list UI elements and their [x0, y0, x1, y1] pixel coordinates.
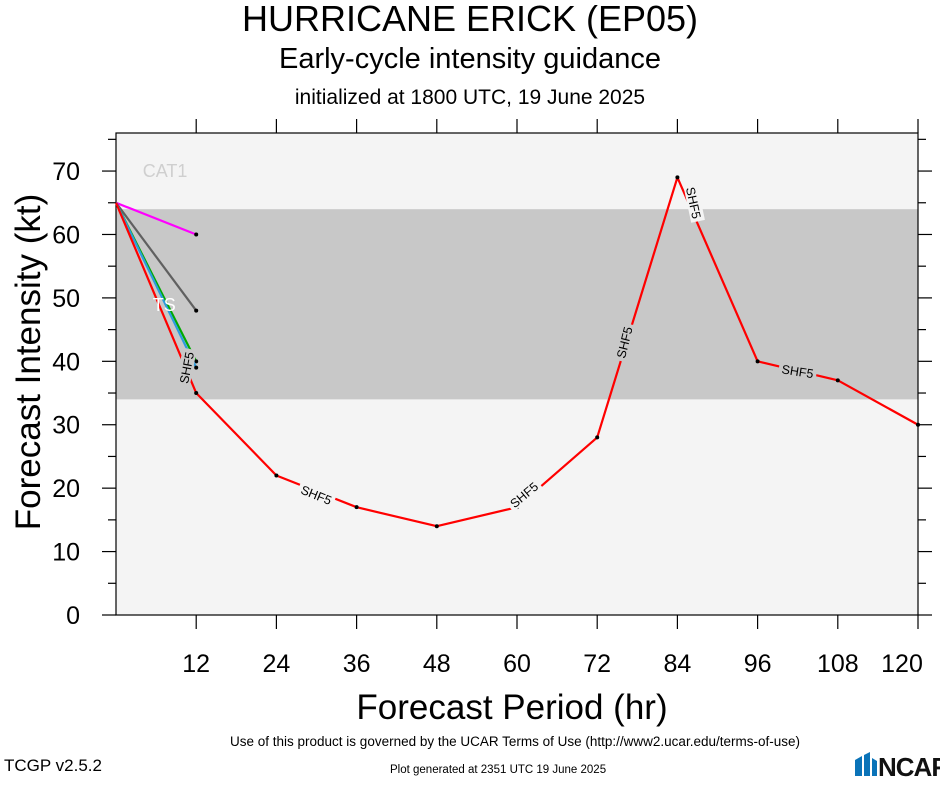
y-axis-label: Forecast Intensity (kt) — [9, 194, 48, 530]
chart-title: HURRICANE ERICK (EP05) — [241, 0, 699, 39]
x-axis-label: Forecast Period (hr) — [356, 688, 667, 727]
ncar-logo: NCAR — [853, 752, 940, 782]
ncar-logo-mark-icon — [855, 752, 877, 776]
x-tick-label: 60 — [503, 650, 531, 678]
band-label-ts: TS — [153, 295, 176, 315]
y-tick-label: 0 — [66, 602, 80, 630]
y-tick-label: 40 — [52, 348, 80, 376]
series-inline-label-text: SHF5 — [781, 362, 815, 381]
x-tick-label: 120 — [881, 650, 923, 678]
data-point — [916, 422, 920, 427]
terms-of-use-note: Use of this product is governed by the U… — [230, 734, 800, 749]
series-inline-label-bg — [175, 347, 197, 388]
x-tick-label: 72 — [583, 650, 611, 678]
band-cat1 — [116, 133, 918, 210]
y-tick-label: 10 — [52, 539, 80, 567]
x-tick-label: 12 — [182, 650, 210, 678]
data-point — [835, 378, 840, 383]
y-tick-label: 50 — [52, 285, 80, 313]
data-point — [194, 391, 199, 396]
series-inline-label-bg — [612, 322, 636, 363]
x-tick-label: 48 — [423, 650, 451, 678]
data-point — [755, 359, 760, 364]
x-tick-label: 24 — [262, 650, 290, 678]
y-tick-label: 20 — [52, 475, 80, 503]
series-inline-label: SHF5 — [777, 360, 818, 381]
series-inline-label-bg — [296, 480, 337, 509]
ncar-logo-text: NCAR — [878, 752, 940, 782]
x-tick-label: 84 — [663, 650, 691, 678]
band-label-cat1: CAT1 — [143, 161, 188, 181]
x-tick-label: 108 — [817, 650, 859, 678]
series-inline-label-text: SHF5 — [177, 351, 197, 385]
x-tick-label: 36 — [343, 650, 371, 678]
series-inline-label-bg — [683, 182, 705, 223]
series-inline-label-text: SHF5 — [683, 186, 703, 220]
data-point — [194, 308, 199, 313]
data-point — [194, 359, 199, 364]
data-point — [675, 175, 680, 180]
version-label: TCGP v2.5.2 — [4, 756, 102, 775]
data-point — [194, 232, 199, 237]
data-point — [595, 435, 600, 440]
series-line — [115, 202, 198, 369]
series-inline-label: SHF5 — [683, 182, 705, 223]
series-inline-label-bg — [504, 476, 543, 513]
data-point — [434, 524, 439, 529]
generated-timestamp: Plot generated at 2351 UTC 19 June 2025 — [390, 764, 607, 776]
y-tick-label: 30 — [52, 412, 80, 440]
series-inline-label: SHF5 — [175, 347, 197, 388]
data-point — [354, 505, 359, 510]
data-point — [194, 365, 199, 370]
y-tick-label: 70 — [52, 158, 80, 186]
chart-subtitle: Early-cycle intensity guidance — [278, 43, 661, 75]
x-tick-label: 96 — [744, 650, 772, 678]
chart-init-time: initialized at 1800 UTC, 19 June 2025 — [294, 86, 646, 109]
series-inline-label-bg — [777, 360, 818, 381]
y-tick-label: 60 — [52, 221, 80, 249]
series-line — [115, 202, 198, 312]
data-point — [274, 473, 279, 478]
series-line — [115, 201, 197, 236]
